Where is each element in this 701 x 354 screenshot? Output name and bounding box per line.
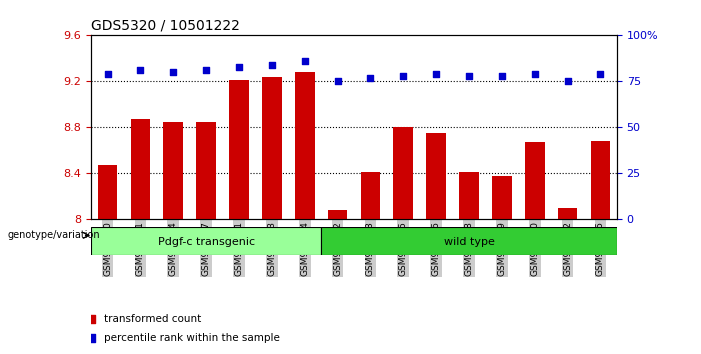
Point: [102, 71, 113, 77]
Point: [463, 73, 475, 79]
Point: [529, 71, 540, 77]
Bar: [426, 133, 446, 219]
Bar: [163, 122, 183, 219]
Text: genotype/variation: genotype/variation: [7, 230, 100, 240]
Text: transformed count: transformed count: [104, 314, 201, 324]
Point: [595, 71, 606, 77]
Point: [365, 75, 376, 81]
Point: [562, 79, 573, 84]
Point: [348, 72, 360, 78]
Bar: [130, 119, 150, 219]
Bar: [262, 77, 282, 219]
FancyBboxPatch shape: [91, 227, 321, 255]
Bar: [525, 142, 545, 219]
Point: [332, 79, 343, 84]
Bar: [196, 122, 216, 219]
Point: [397, 73, 409, 79]
Text: percentile rank within the sample: percentile rank within the sample: [104, 333, 280, 343]
Bar: [360, 172, 381, 219]
Point: [135, 68, 146, 73]
FancyBboxPatch shape: [321, 227, 617, 255]
Text: GDS5320 / 10501222: GDS5320 / 10501222: [91, 19, 240, 33]
Point: [430, 71, 442, 77]
Bar: [492, 176, 512, 219]
Bar: [393, 127, 413, 219]
Point: [299, 58, 311, 64]
Point: [200, 68, 212, 73]
Bar: [590, 141, 611, 219]
Point: [266, 62, 278, 68]
Point: [168, 69, 179, 75]
Point: [496, 73, 508, 79]
Point: [348, 246, 360, 251]
Bar: [328, 210, 348, 219]
Bar: [229, 80, 249, 219]
Bar: [459, 172, 479, 219]
Bar: [295, 72, 315, 219]
Bar: [97, 165, 118, 219]
Text: wild type: wild type: [444, 237, 494, 247]
Text: Pdgf-c transgenic: Pdgf-c transgenic: [158, 237, 254, 247]
Bar: [558, 208, 578, 219]
Point: [233, 64, 245, 69]
